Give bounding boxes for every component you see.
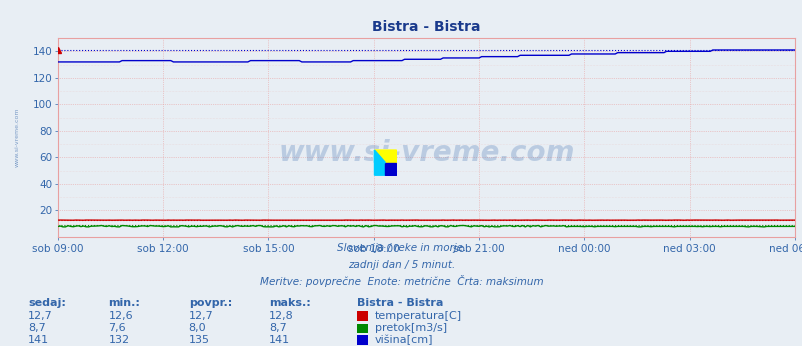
Text: 7,6: 7,6 xyxy=(108,324,126,334)
Text: 132: 132 xyxy=(108,335,129,345)
Text: 141: 141 xyxy=(28,335,49,345)
Text: 8,0: 8,0 xyxy=(188,324,206,334)
Text: Meritve: povprečne  Enote: metrične  Črta: maksimum: Meritve: povprečne Enote: metrične Črta:… xyxy=(259,275,543,288)
Text: Bistra - Bistra: Bistra - Bistra xyxy=(357,298,444,308)
Text: maks.:: maks.: xyxy=(269,298,310,308)
Text: sedaj:: sedaj: xyxy=(28,298,66,308)
Text: 135: 135 xyxy=(188,335,209,345)
Text: 141: 141 xyxy=(269,335,290,345)
Title: Bistra - Bistra: Bistra - Bistra xyxy=(371,20,480,34)
Text: Slovenija / reke in morje.: Slovenija / reke in morje. xyxy=(336,243,466,253)
Text: www.si-vreme.com: www.si-vreme.com xyxy=(14,108,20,167)
Text: povpr.:: povpr.: xyxy=(188,298,232,308)
Polygon shape xyxy=(385,163,396,175)
Text: 8,7: 8,7 xyxy=(28,324,46,334)
Polygon shape xyxy=(374,150,385,163)
Text: temperatura[C]: temperatura[C] xyxy=(375,311,461,321)
Text: 12,6: 12,6 xyxy=(108,311,133,321)
Text: min.:: min.: xyxy=(108,298,140,308)
Text: www.si-vreme.com: www.si-vreme.com xyxy=(277,139,574,167)
Text: pretok[m3/s]: pretok[m3/s] xyxy=(375,324,447,334)
Text: 12,7: 12,7 xyxy=(188,311,213,321)
Text: 12,7: 12,7 xyxy=(28,311,53,321)
Text: višina[cm]: višina[cm] xyxy=(375,335,433,345)
Text: zadnji dan / 5 minut.: zadnji dan / 5 minut. xyxy=(347,260,455,270)
Polygon shape xyxy=(374,150,396,175)
Text: 12,8: 12,8 xyxy=(269,311,294,321)
Text: 8,7: 8,7 xyxy=(269,324,286,334)
Polygon shape xyxy=(374,150,396,175)
